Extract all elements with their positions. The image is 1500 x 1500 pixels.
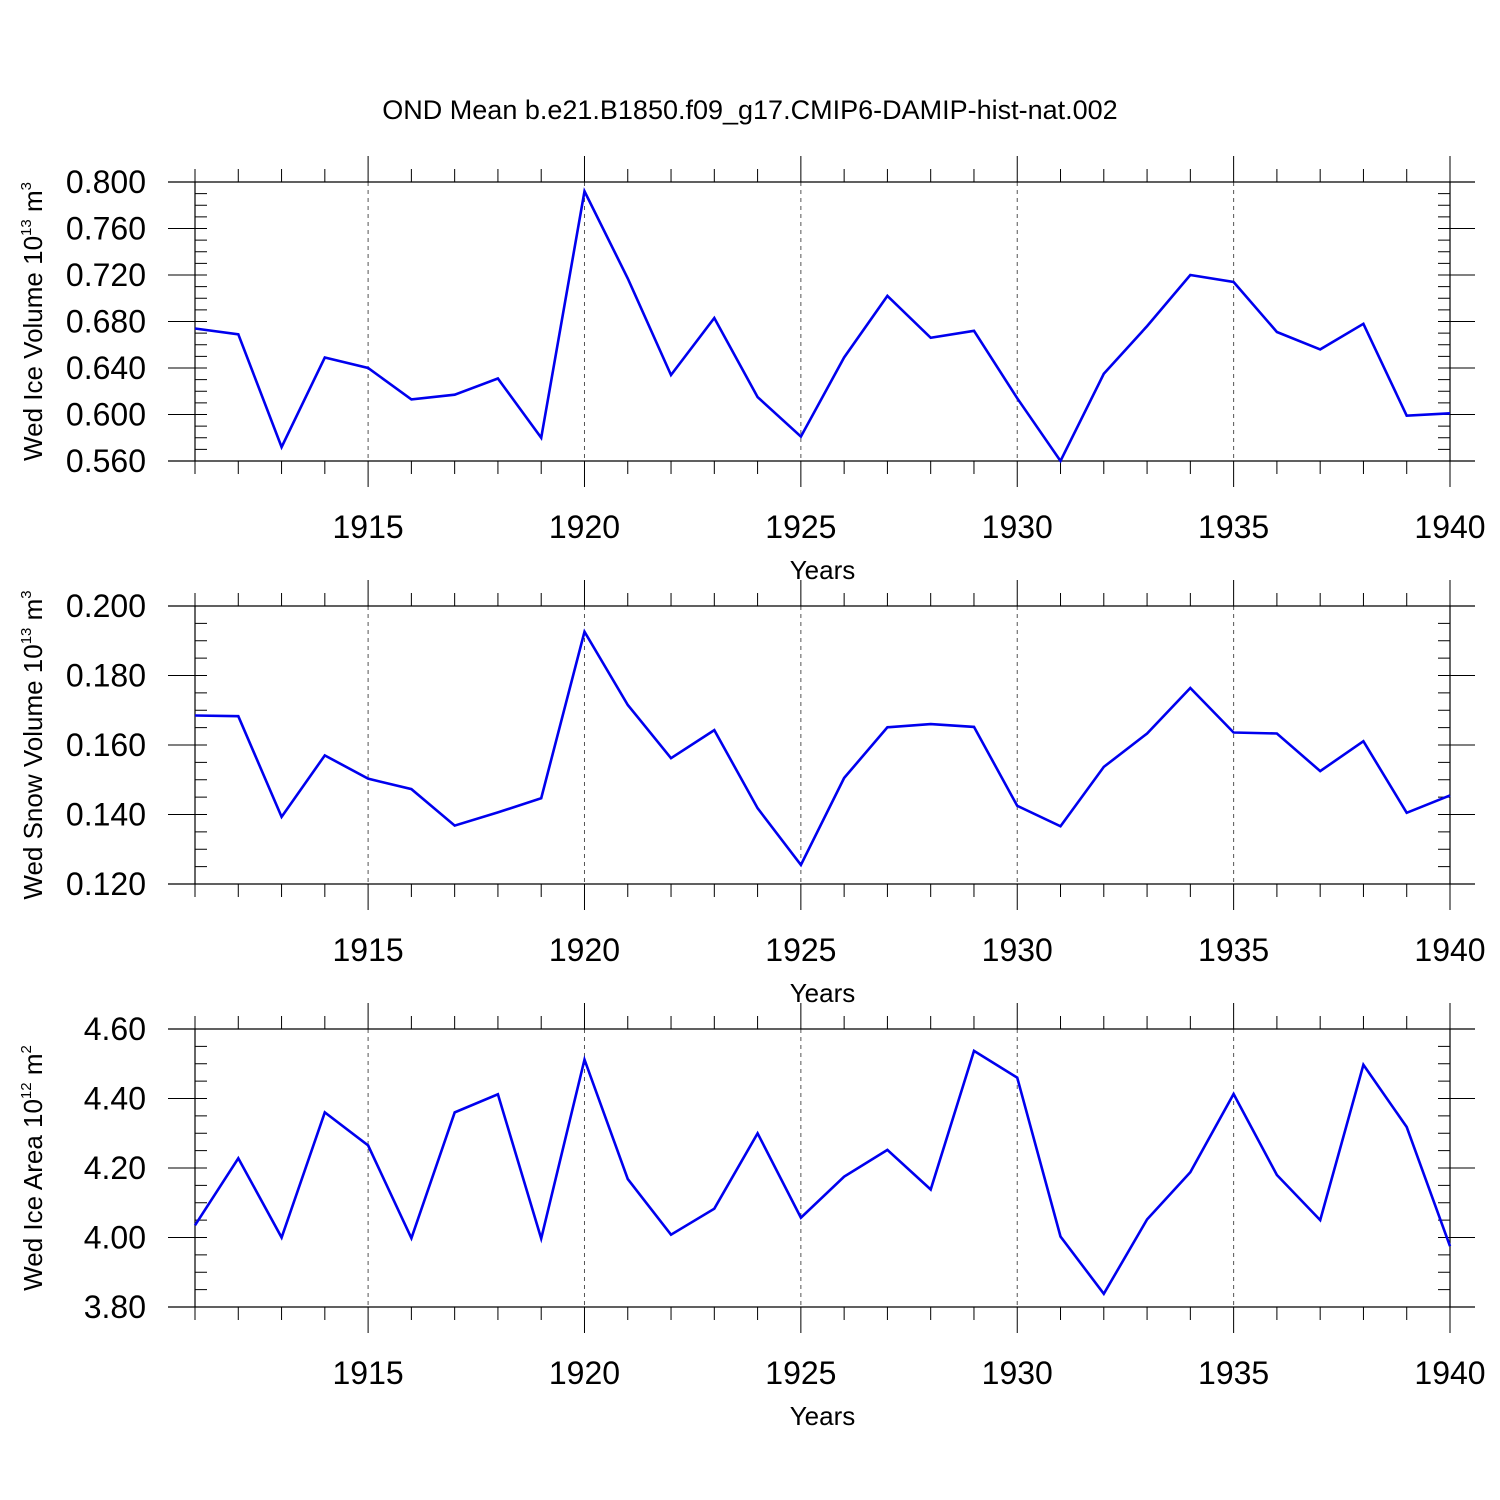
y-tick-label: 0.180 (66, 658, 146, 694)
y-tick-label: 0.760 (66, 211, 146, 247)
y-axis-label-superscript: 2 (18, 1045, 35, 1053)
y-axis-label-superscript: 12 (18, 1082, 35, 1099)
y-axis-label-text: m (18, 1054, 48, 1083)
series-line-ice-volume (194, 187, 1451, 464)
x-tick-label: 1920 (549, 509, 620, 545)
y-tick-label: 4.60 (84, 1011, 146, 1047)
y-tick-label: 0.160 (66, 727, 146, 763)
y-axis-label-text: m (18, 599, 48, 628)
y-tick-label: 4.20 (84, 1150, 146, 1186)
y-tick-label: 0.800 (66, 164, 146, 200)
y-tick-label: 0.640 (66, 350, 146, 386)
y-axis-label: Wed Snow Volume 1013 m3 (18, 590, 48, 899)
x-tick-label: 1940 (1414, 509, 1485, 545)
panel-snow-volume: 0.120 0.140 0.160 0.180 0.200 1915 1920 1925 193… (18, 580, 1486, 1008)
panel-ice-volume: 0.560 0.600 0.640 0.680 0.720 0.760 0.800 1915 1… (18, 156, 1486, 585)
y-tick-label: 0.120 (66, 866, 146, 902)
y-axis-label-superscript: 13 (18, 219, 35, 236)
y-axis-label-text: Wed Ice Area 10 (18, 1099, 48, 1291)
x-tick-label: 1940 (1414, 932, 1485, 968)
y-tick-label: 0.140 (66, 797, 146, 833)
panel-ice-area: 3.80 4.00 4.20 4.40 4.60 1915 1920 1925 1930 1935… (18, 1003, 1486, 1431)
y-tick-label: 0.200 (66, 588, 146, 624)
figure-title: OND Mean b.e21.B1850.f09_g17.CMIP6-DAMIP… (382, 95, 1117, 125)
x-tick-label: 1920 (549, 932, 620, 968)
y-axis-label-superscript: 3 (18, 590, 35, 598)
x-tick-label: 1930 (982, 932, 1053, 968)
y-tick-label: 0.560 (66, 443, 146, 479)
y-axis-label-superscript: 3 (18, 182, 35, 190)
y-tick-label: 0.680 (66, 304, 146, 340)
x-tick-label: 1935 (1198, 509, 1269, 545)
x-axis-label: Years (790, 978, 856, 1008)
y-tick-label: 0.600 (66, 397, 146, 433)
y-tick-label: 0.720 (66, 257, 146, 293)
x-tick-label: 1935 (1198, 932, 1269, 968)
x-tick-label: 1915 (333, 1355, 404, 1391)
x-tick-label: 1925 (765, 509, 836, 545)
y-axis-label-text: m (18, 190, 48, 219)
y-axis-label: Wed Ice Volume 1013 m3 (18, 182, 48, 461)
y-tick-label: 4.40 (84, 1081, 146, 1117)
y-tick-label: 4.00 (84, 1220, 146, 1256)
x-tick-label: 1930 (982, 1355, 1053, 1391)
x-tick-label: 1935 (1198, 1355, 1269, 1391)
x-tick-label: 1930 (982, 509, 1053, 545)
x-axis-label: Years (790, 555, 856, 585)
x-tick-label: 1915 (333, 509, 404, 545)
y-tick-label: 3.80 (84, 1289, 146, 1325)
x-tick-label: 1915 (333, 932, 404, 968)
x-tick-label: 1940 (1414, 1355, 1485, 1391)
y-axis-label-text: Wed Snow Volume 10 (18, 644, 48, 899)
y-axis-label-superscript: 13 (18, 628, 35, 645)
x-axis-label: Years (790, 1401, 856, 1431)
x-tick-label: 1925 (765, 1355, 836, 1391)
series-line-snow-volume (194, 628, 1451, 868)
x-tick-label: 1925 (765, 932, 836, 968)
series-line-ice-area (193, 1048, 1452, 1297)
panels: 0.560 0.600 0.640 0.680 0.720 0.760 0.800 1915 1… (18, 156, 1486, 1431)
y-axis-label-text: Wed Ice Volume 10 (18, 236, 48, 461)
y-axis-label: Wed Ice Area 1012 m2 (18, 1045, 48, 1291)
x-tick-label: 1920 (549, 1355, 620, 1391)
